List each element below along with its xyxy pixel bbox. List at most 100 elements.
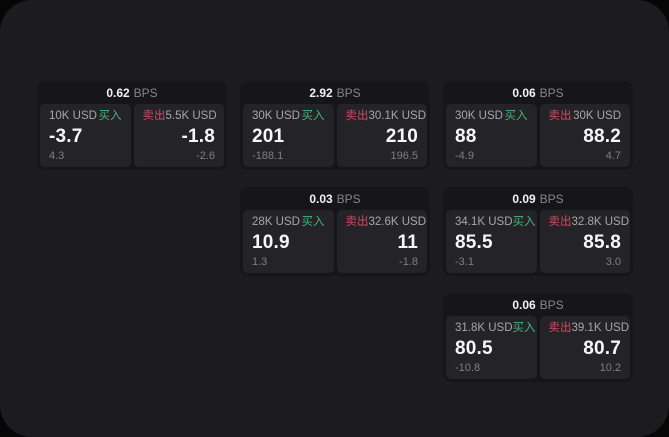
sell-panel[interactable]: 卖出 32.8K USD 85.8 3.0 <box>539 210 630 273</box>
sell-side-label: 卖出 <box>142 110 166 122</box>
sell-price: 80.7 <box>583 337 621 359</box>
bps-unit-label: BPS <box>539 191 564 206</box>
buy-top-row: 10K USD 买入 <box>49 110 122 123</box>
sell-price: 210 <box>385 125 418 147</box>
buy-price: 10.9 <box>252 231 290 253</box>
bps-value: 0.62 <box>106 85 130 100</box>
bps-unit-label: BPS <box>336 85 361 100</box>
buy-side-label: 买入 <box>512 322 536 334</box>
bps-header: 0.62 BPS <box>37 81 227 104</box>
sell-price: -1.8 <box>181 125 215 147</box>
buy-delta: -10.8 <box>455 361 481 374</box>
buy-top-row: 34.1K USD 买入 <box>455 216 536 229</box>
sell-delta: 10.2 <box>599 361 621 374</box>
buy-top-row: 30K USD 买入 <box>252 110 325 123</box>
bps-unit-label: BPS <box>539 85 564 100</box>
buy-amount: 34.1K USD <box>455 216 513 228</box>
sell-delta: 196.5 <box>390 149 418 162</box>
sell-side-label: 卖出 <box>345 110 369 122</box>
sell-side-label: 卖出 <box>548 110 572 122</box>
quote-card: 0.09 BPS 34.1K USD 买入 85.5 -3.1 卖出 32.8K… <box>443 187 633 276</box>
sell-panel[interactable]: 卖出 5.5K USD -1.8 -2.6 <box>133 104 224 167</box>
buy-side-label: 买入 <box>512 216 536 228</box>
sell-top-row: 卖出 5.5K USD <box>142 110 217 123</box>
bps-unit-label: BPS <box>336 191 361 206</box>
buy-sell-panels: 30K USD 买入 201 -188.1 卖出 30.1K USD 210 1… <box>240 104 430 170</box>
bps-header: 0.03 BPS <box>240 187 430 210</box>
sell-panel[interactable]: 卖出 30.1K USD 210 196.5 <box>336 104 427 167</box>
bps-unit-label: BPS <box>133 85 158 100</box>
buy-delta: -3.1 <box>455 255 474 268</box>
bps-header: 2.92 BPS <box>240 81 430 104</box>
sell-top-row: 卖出 32.8K USD <box>548 216 630 229</box>
buy-price: -3.7 <box>49 125 83 147</box>
sell-top-row: 卖出 30.1K USD <box>345 110 427 123</box>
quote-grid: 0.62 BPS 10K USD 买入 -3.7 4.3 卖出 5.5K USD <box>37 81 633 382</box>
buy-delta: 1.3 <box>252 255 268 268</box>
buy-delta: 4.3 <box>49 149 65 162</box>
buy-side-label: 买入 <box>504 110 528 122</box>
quote-card: 0.06 BPS 30K USD 买入 88 -4.9 卖出 30K USD <box>443 81 633 170</box>
buy-price: 201 <box>252 125 285 147</box>
sell-price: 85.8 <box>583 231 621 253</box>
sell-side-label: 卖出 <box>548 216 572 228</box>
bps-header: 0.06 BPS <box>443 293 633 316</box>
buy-sell-panels: 30K USD 买入 88 -4.9 卖出 30K USD 88.2 4.7 <box>443 104 633 170</box>
sell-delta: 3.0 <box>605 255 621 268</box>
sell-side-label: 卖出 <box>345 216 369 228</box>
sell-delta: 4.7 <box>605 149 621 162</box>
buy-price: 80.5 <box>455 337 493 359</box>
sell-amount: 32.8K USD <box>571 216 630 228</box>
quote-card: 0.62 BPS 10K USD 买入 -3.7 4.3 卖出 5.5K USD <box>37 81 227 170</box>
buy-top-row: 30K USD 买入 <box>455 110 528 123</box>
buy-panel[interactable]: 30K USD 买入 88 -4.9 <box>446 104 537 167</box>
bps-value: 0.09 <box>512 191 536 206</box>
sell-price: 88.2 <box>583 125 621 147</box>
bps-value: 0.06 <box>512 297 536 312</box>
buy-delta: -4.9 <box>455 149 474 162</box>
sell-amount: 5.5K USD <box>165 110 217 122</box>
sell-amount: 39.1K USD <box>571 322 630 334</box>
buy-side-label: 买入 <box>301 110 325 122</box>
bps-header: 0.06 BPS <box>443 81 633 104</box>
buy-delta: -188.1 <box>252 149 284 162</box>
buy-panel[interactable]: 30K USD 买入 201 -188.1 <box>243 104 334 167</box>
buy-top-row: 28K USD 买入 <box>252 216 325 229</box>
buy-side-label: 买入 <box>98 110 122 122</box>
bps-header: 0.09 BPS <box>443 187 633 210</box>
buy-sell-panels: 10K USD 买入 -3.7 4.3 卖出 5.5K USD -1.8 -2.… <box>37 104 227 170</box>
sell-panel[interactable]: 卖出 32.6K USD 11 -1.8 <box>336 210 427 273</box>
sell-top-row: 卖出 30K USD <box>548 110 622 123</box>
sell-top-row: 卖出 32.6K USD <box>345 216 427 229</box>
sell-amount: 30K USD <box>573 110 621 122</box>
bps-value: 2.92 <box>309 85 333 100</box>
sell-amount: 30.1K USD <box>368 110 427 122</box>
sell-panel[interactable]: 卖出 39.1K USD 80.7 10.2 <box>539 316 630 379</box>
buy-panel[interactable]: 31.8K USD 买入 80.5 -10.8 <box>446 316 537 379</box>
buy-price: 85.5 <box>455 231 493 253</box>
buy-sell-panels: 28K USD 买入 10.9 1.3 卖出 32.6K USD 11 -1.8 <box>240 210 430 276</box>
quote-card: 0.06 BPS 31.8K USD 买入 80.5 -10.8 卖出 39.1… <box>443 293 633 382</box>
buy-sell-panels: 31.8K USD 买入 80.5 -10.8 卖出 39.1K USD 80.… <box>443 316 633 382</box>
sell-delta: -1.8 <box>399 255 418 268</box>
buy-amount: 10K USD <box>49 110 97 122</box>
sell-delta: -2.6 <box>196 149 215 162</box>
quote-card: 0.03 BPS 28K USD 买入 10.9 1.3 卖出 32.6K US… <box>240 187 430 276</box>
bps-value: 0.03 <box>309 191 333 206</box>
buy-top-row: 31.8K USD 买入 <box>455 322 536 335</box>
sell-price: 11 <box>397 231 418 253</box>
buy-panel[interactable]: 28K USD 买入 10.9 1.3 <box>243 210 334 273</box>
buy-panel[interactable]: 34.1K USD 买入 85.5 -3.1 <box>446 210 537 273</box>
sell-side-label: 卖出 <box>548 322 572 334</box>
buy-amount: 31.8K USD <box>455 322 513 334</box>
sell-top-row: 卖出 39.1K USD <box>548 322 630 335</box>
bps-unit-label: BPS <box>539 297 564 312</box>
bps-value: 0.06 <box>512 85 536 100</box>
sell-amount: 32.6K USD <box>368 216 427 228</box>
buy-side-label: 买入 <box>301 216 325 228</box>
buy-amount: 28K USD <box>252 216 300 228</box>
buy-amount: 30K USD <box>252 110 300 122</box>
buy-amount: 30K USD <box>455 110 503 122</box>
buy-panel[interactable]: 10K USD 买入 -3.7 4.3 <box>40 104 131 167</box>
sell-panel[interactable]: 卖出 30K USD 88.2 4.7 <box>539 104 630 167</box>
